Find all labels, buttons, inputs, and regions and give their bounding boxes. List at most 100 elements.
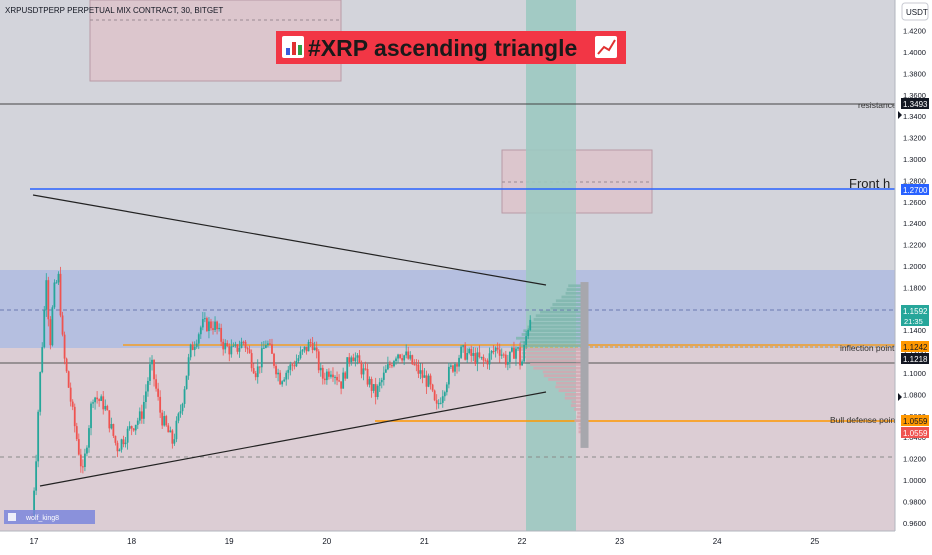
- price-tag-front: 1.2700: [901, 184, 929, 195]
- y-tick-label: 1.1400: [903, 326, 926, 335]
- candle-body: [323, 378, 326, 381]
- candle-body: [315, 347, 318, 352]
- candle-body: [35, 461, 38, 491]
- candle-body: [458, 357, 460, 367]
- candle-body: [356, 355, 359, 358]
- candle-body: [55, 282, 58, 284]
- bull-defense-label: Bull defense point: [830, 415, 898, 425]
- y-tick-label: 1.3000: [903, 155, 926, 164]
- candle-body: [515, 348, 517, 359]
- currency-button[interactable]: USDT: [901, 2, 929, 21]
- candle-body: [226, 343, 229, 347]
- candle-body: [319, 367, 322, 371]
- candle-body: [366, 368, 369, 385]
- candle-body: [232, 345, 235, 347]
- candle-body: [254, 373, 257, 378]
- candle-body: [460, 346, 462, 358]
- candle-body: [37, 411, 40, 462]
- candle-body: [183, 389, 186, 404]
- profile-bar: [530, 363, 583, 366]
- candle-body: [67, 371, 70, 388]
- y-tick-label: 1.2600: [903, 198, 926, 207]
- candle-body: [305, 346, 308, 352]
- y-tick-label: 1.2200: [903, 241, 926, 250]
- candle-body: [490, 350, 493, 354]
- candle-body: [425, 375, 428, 387]
- profile-bar: [577, 411, 583, 415]
- candle-body: [466, 353, 469, 360]
- candle-body: [494, 347, 497, 352]
- candle-body: [195, 343, 198, 347]
- candle-body: [53, 282, 56, 308]
- y-tick-label: 1.3800: [903, 69, 926, 78]
- profile-bar: [561, 295, 583, 299]
- candle-body: [484, 360, 487, 362]
- projection-green-zone: [526, 0, 576, 531]
- y-tick-label: 1.4000: [903, 48, 926, 57]
- candle-body: [244, 341, 247, 349]
- candle-body: [142, 401, 145, 419]
- candle-body: [84, 453, 86, 467]
- candle-body: [525, 336, 528, 346]
- candle-body: [393, 361, 395, 367]
- candle-body: [126, 428, 129, 443]
- candle-body: [397, 354, 399, 359]
- candle-body: [500, 354, 503, 356]
- price-tag-low-line: 1.1218: [901, 353, 929, 364]
- candle-body: [212, 328, 214, 330]
- candle-body: [236, 344, 239, 352]
- profile-bar: [574, 419, 583, 423]
- candle-body: [228, 346, 231, 355]
- candle-body: [252, 368, 255, 374]
- candle-body: [124, 442, 127, 445]
- candle-body: [94, 397, 96, 403]
- x-tick-label: 25: [810, 537, 819, 546]
- candle-body: [208, 321, 210, 332]
- candle-body: [104, 405, 107, 410]
- candle-body: [508, 351, 511, 362]
- candle-body: [452, 365, 454, 372]
- candle-body: [106, 405, 109, 411]
- price-scale[interactable]: 0.96000.98001.00001.02001.04001.06001.08…: [894, 0, 932, 550]
- profile-bar: [521, 333, 583, 336]
- candle-body: [277, 372, 279, 375]
- candle-body: [98, 399, 101, 401]
- y-tick-label: 0.9800: [903, 497, 926, 506]
- candle-body: [472, 353, 475, 356]
- x-tick-label: 20: [322, 537, 331, 546]
- candle-body: [338, 380, 340, 382]
- profile-bar: [527, 325, 583, 329]
- candle-body: [128, 426, 131, 429]
- candle-body: [151, 359, 153, 365]
- y-tick-label: 1.2400: [903, 219, 926, 228]
- svg-text:1.0559: 1.0559: [903, 417, 928, 426]
- candle-body: [63, 334, 66, 359]
- candle-body: [214, 321, 216, 330]
- y-tick-label: 1.1200: [903, 348, 926, 357]
- candle-body: [464, 345, 467, 360]
- candle-body: [140, 411, 143, 419]
- profile-bar: [556, 381, 583, 385]
- y-tick-label: 1.4200: [903, 27, 926, 36]
- candle-body: [521, 361, 523, 366]
- profile-bar: [518, 348, 583, 351]
- candle-body: [181, 403, 184, 412]
- candle-body: [159, 396, 162, 413]
- candle-body: [413, 364, 416, 366]
- profile-bar: [519, 344, 583, 348]
- time-axis[interactable]: 17 18 19 20 21 22 23 24 25: [0, 530, 932, 550]
- candle-body: [328, 371, 330, 377]
- candle-body: [441, 396, 444, 403]
- candle-body: [161, 412, 164, 426]
- candle-body: [153, 359, 155, 380]
- candle-body: [71, 401, 74, 407]
- candle-body: [435, 400, 438, 404]
- candle-body: [384, 369, 387, 373]
- y-tick-label: 1.0200: [903, 455, 926, 464]
- candle-body: [403, 355, 406, 361]
- y-tick-label: 1.3400: [903, 112, 926, 121]
- candle-body: [165, 416, 168, 426]
- watermark-text: wolf_king8: [25, 515, 59, 522]
- y-tick-label: 1.2000: [903, 262, 926, 271]
- svg-text:1.1592: 1.1592: [903, 307, 928, 316]
